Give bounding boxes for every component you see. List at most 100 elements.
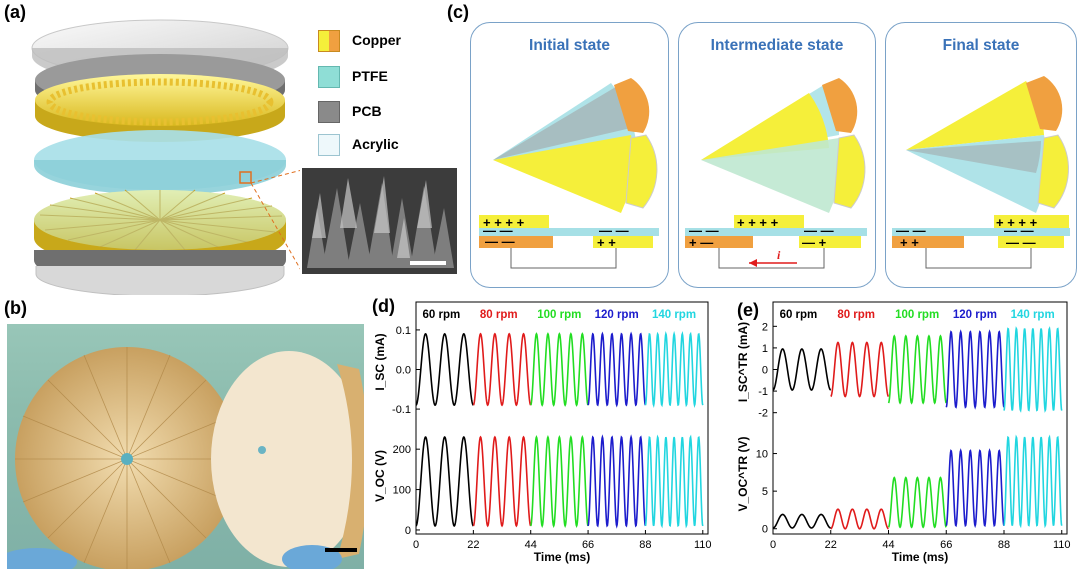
svg-text:— —: — —: [1004, 223, 1034, 238]
chart-d-speed-label-1: 80 rpm: [480, 309, 518, 321]
chart-d-top-series-80-rpm: [472, 332, 532, 407]
chart-d: 0.1 0.0 -0.1 200 100 00 22 44 66 88 110 60 rpm 80 rp…: [373, 301, 712, 564]
chart-e-bottom-xtick-label-1: 22: [825, 539, 837, 551]
chart-e-top-ytick-label-0: 2: [762, 321, 768, 333]
chart-d-bottom-ytick-label-2: 0: [405, 525, 411, 537]
ptfe-cube-icon: [318, 66, 340, 88]
sem-image: [302, 168, 457, 274]
pcb-cube-icon: [318, 101, 340, 123]
chart-d-bottom-xtick-label-5: 110: [694, 539, 712, 551]
chart-d-top-series-120-rpm: [587, 331, 647, 408]
chart-e-xlabel: Time (ms): [892, 550, 948, 564]
chart-d-frame: [415, 301, 709, 535]
svg-text:— —: — —: [804, 223, 834, 238]
chart-e-top-series-140-rpm: [1003, 326, 1063, 413]
chart-d-bottom-xtick-label-3: 66: [582, 539, 594, 551]
chart-e-top-ylabel: I_SC^TR (mA): [736, 322, 750, 402]
chart-e-speed-label-3: 120 rpm: [953, 309, 997, 321]
panel-label-d: (d): [372, 296, 395, 316]
svg-text:+ +: + +: [900, 235, 919, 250]
chart-e-top-ytick-label-3: -1: [758, 386, 768, 398]
svg-text:— —: — —: [1006, 235, 1036, 250]
chart-d-top-ytick-label-2: -0.1: [392, 404, 411, 416]
chart-d-top-ylabel: I_SC (mA): [373, 333, 387, 390]
chart-e-speed-label-1: 80 rpm: [837, 309, 875, 321]
svg-text:+ + + +: + + + +: [737, 215, 779, 230]
acrylic-cube-icon: [318, 134, 340, 156]
chart-e-bottom-ytick-label-0: 10: [756, 449, 768, 461]
legend-label-acrylic: Acrylic: [352, 136, 399, 152]
chart-e-bottom-xtick-label-0: 0: [770, 539, 776, 551]
svg-text:— —: — —: [896, 223, 926, 238]
panel-label-a: (a): [4, 2, 26, 22]
state-card-intermediate: Intermediate state i + + + + — — + — — —…: [678, 22, 876, 288]
chart-e-bottom-xtick-label-4: 88: [998, 539, 1010, 551]
svg-text:+ —: + —: [689, 235, 713, 250]
chart-e-bottom-ytick-label-2: 0: [762, 524, 768, 536]
chart-d-bottom-series-80-rpm: [472, 435, 532, 528]
chart-e-top-ytick-label-4: -2: [758, 408, 768, 420]
state-card-final: Final state + + + + — — + + — — — —: [885, 22, 1077, 288]
chart-d-top-ytick-label-0: 0.1: [396, 325, 411, 337]
legend-label-ptfe: PTFE: [352, 68, 388, 84]
chart-d-speed-label-0: 60 rpm: [423, 309, 461, 321]
copper-cube-icon: [318, 30, 340, 52]
chart-d-bottom-ytick-label-1: 100: [393, 485, 411, 497]
state-title-intermediate: Intermediate state: [710, 37, 844, 54]
chart-d-top-series-140-rpm: [644, 330, 704, 409]
chart-e-speed-label-4: 140 rpm: [1011, 309, 1055, 321]
legend-label-copper: Copper: [352, 32, 401, 48]
chart-e-bottom-series-100-rpm: [887, 476, 947, 529]
chart-d-speed-label-3: 120 rpm: [595, 309, 639, 321]
chart-e-top-ytick-label-1: 1: [762, 343, 768, 355]
chart-d-bottom-series-100-rpm: [529, 434, 589, 528]
photo-scale-bar: [325, 548, 357, 552]
chart-d-speed-label-2: 100 rpm: [537, 309, 581, 321]
sem-scale-bar: [410, 261, 446, 265]
svg-text:+ + + +: + + + +: [996, 215, 1038, 230]
chart-e-bottom-series-120-rpm: [945, 448, 1005, 529]
chart-d-bottom-ytick-label-0: 200: [393, 444, 411, 456]
state-title-initial: Initial state: [529, 37, 610, 54]
chart-e-top-ytick-label-2: 0: [762, 365, 768, 377]
chart-e-top-series-60-rpm: [772, 348, 832, 391]
chart-e-top-series-120-rpm: [945, 329, 1005, 410]
svg-text:+ + + +: + + + +: [483, 215, 525, 230]
chart-e-frame: [772, 301, 1068, 535]
chart-d-bottom-xtick-label-4: 88: [639, 539, 651, 551]
svg-text:+ +: + +: [597, 235, 616, 250]
chart-d-bottom-xtick-label-2: 44: [525, 539, 537, 551]
chart-e-speed-label-2: 100 rpm: [895, 309, 939, 321]
panel-label-c: (c): [447, 2, 469, 22]
chart-d-bottom-xtick-label-0: 0: [413, 539, 419, 551]
chart-d-bottom-xtick-label-1: 22: [467, 539, 479, 551]
chart-d-bottom-ylabel: V_OC (V): [373, 450, 387, 502]
chart-d-bottom-series-120-rpm: [587, 434, 647, 529]
svg-text:— —: — —: [599, 223, 629, 238]
legend-label-pcb: PCB: [352, 103, 382, 119]
panel-label-e: (e): [737, 300, 759, 320]
chart-d-bottom-series-140-rpm: [644, 434, 704, 529]
current-arrow-label: i: [777, 248, 781, 262]
chart-d-speed-label-4: 140 rpm: [652, 309, 696, 321]
chart-e-bottom-ylabel: V_OC^TR (V): [736, 436, 750, 511]
chart-e-bottom-xtick-label-2: 44: [882, 539, 894, 551]
chart-d-top-series-100-rpm: [530, 332, 589, 407]
chart-e-speed-label-0: 60 rpm: [780, 309, 818, 321]
chart-e-bottom-xtick-label-3: 66: [940, 539, 952, 551]
exploded-device-diagram: [31, 19, 300, 295]
svg-text:— +: — +: [802, 235, 827, 250]
chart-d-top-series-60-rpm: [415, 332, 474, 406]
chart-e-top-series-100-rpm: [887, 334, 947, 405]
chart-d-xlabel: Time (ms): [534, 550, 590, 564]
device-photo: [7, 324, 364, 569]
chart-e-bottom-xtick-label-5: 110: [1053, 539, 1071, 551]
chart-d-top-ytick-label-1: 0.0: [396, 365, 411, 377]
chart-e-bottom-series-80-rpm: [830, 508, 889, 530]
state-card-initial: Initial state + + + + — — — — — — + +: [470, 22, 669, 288]
state-title-final: Final state: [942, 37, 1020, 54]
svg-text:— —: — —: [689, 223, 719, 238]
chart-d-bottom-series-60-rpm: [415, 436, 474, 527]
svg-text:— —: — —: [485, 234, 515, 249]
